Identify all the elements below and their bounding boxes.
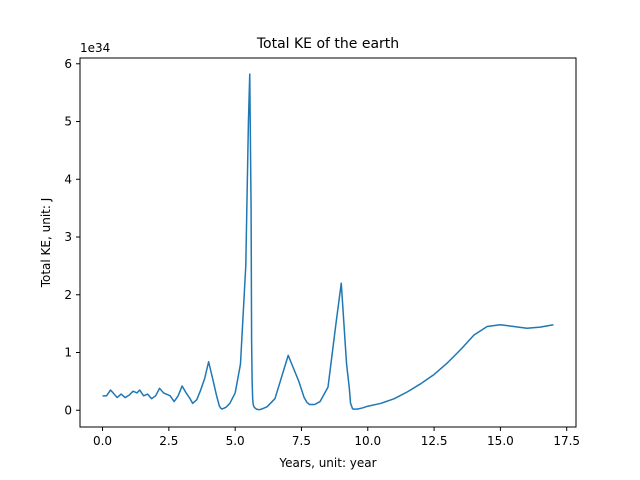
y-tick-label: 0 [64, 403, 72, 417]
y-tick-label: 3 [64, 230, 72, 244]
x-tick-label: 10.0 [354, 434, 381, 448]
x-tick-label: 5.0 [226, 434, 245, 448]
y-axis-offset-label: 1e34 [80, 41, 110, 55]
y-axis-label: Total KE, unit: J [39, 198, 53, 289]
plot-area [102, 73, 554, 411]
x-tick-label: 12.5 [421, 434, 448, 448]
x-tick-label: 15.0 [487, 434, 514, 448]
y-tick-label: 6 [64, 57, 72, 71]
series-line [102, 73, 554, 411]
x-axis-ticks: 0.0 2.5 5.0 7.5 10.0 12.5 15.0 17.5 [93, 427, 580, 448]
x-tick-label: 17.5 [553, 434, 580, 448]
x-axis-label: Years, unit: year [278, 456, 376, 470]
y-tick-label: 4 [64, 172, 72, 186]
y-tick-label: 5 [64, 115, 72, 129]
y-tick-label: 2 [64, 288, 72, 302]
y-tick-label: 1 [64, 346, 72, 360]
x-tick-label: 7.5 [292, 434, 311, 448]
x-tick-label: 2.5 [159, 434, 178, 448]
axes-frame [79, 57, 577, 428]
chart-title: Total KE of the earth [256, 36, 399, 52]
y-axis-ticks: 0 1 2 3 4 5 6 [64, 57, 80, 417]
x-tick-label: 0.0 [93, 434, 112, 448]
